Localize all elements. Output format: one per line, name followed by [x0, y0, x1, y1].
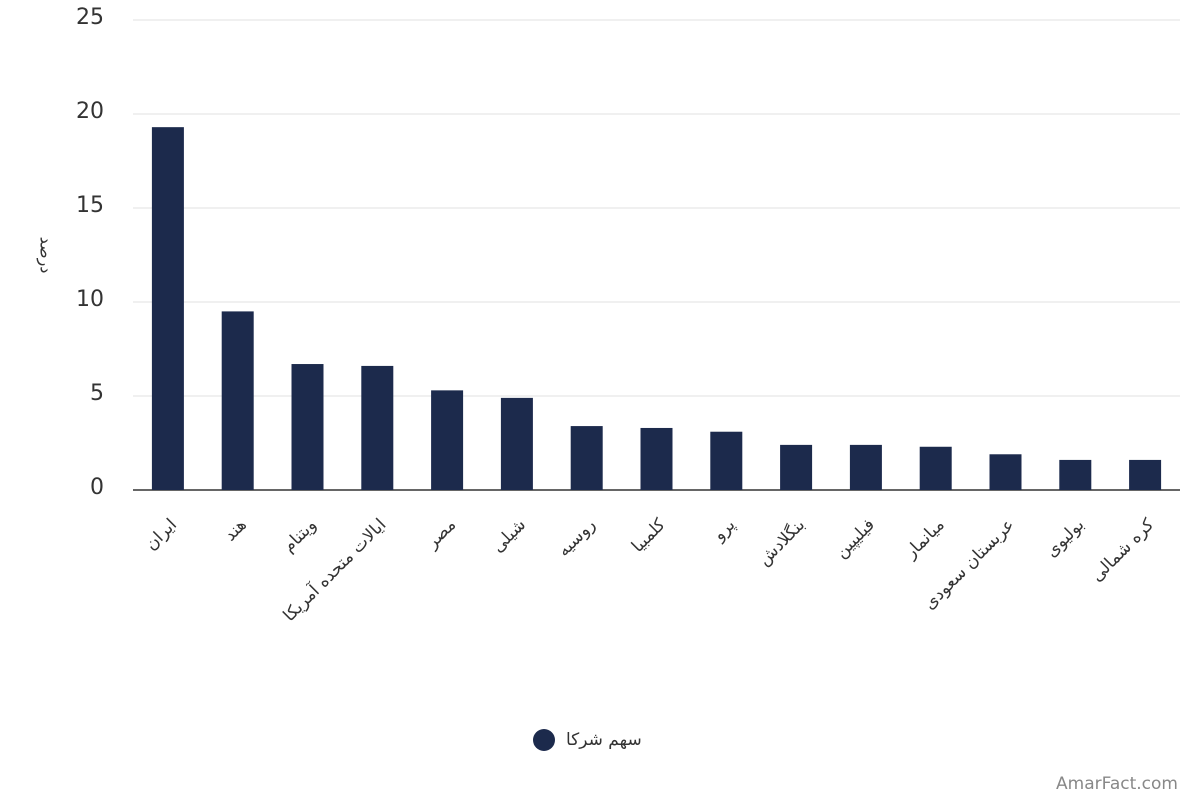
- x-tick-label: بنگلادش: [754, 514, 810, 570]
- legend-label: سهم شرکا: [566, 730, 642, 750]
- y-tick-label: 5: [90, 381, 104, 406]
- x-tick-label: پرو: [709, 515, 740, 546]
- bar: [1129, 459, 1162, 490]
- bar: [849, 444, 882, 490]
- y-tick-label: 10: [76, 287, 104, 312]
- bar: [780, 444, 813, 490]
- x-tick-label: کلمبیا: [628, 514, 670, 556]
- x-tick-label: هند: [220, 515, 250, 545]
- x-tick-label: میانمار: [900, 515, 948, 563]
- bar: [361, 365, 394, 490]
- bar: [291, 364, 324, 490]
- legend-marker: [533, 729, 555, 751]
- y-axis-label: درصد: [36, 237, 56, 274]
- x-tick-label: کره شمالی: [1087, 514, 1159, 586]
- bar: [640, 427, 673, 490]
- bar: [1059, 459, 1092, 490]
- x-tick-label: فیلیپین: [831, 515, 879, 563]
- x-tick-label: ایران: [141, 515, 181, 555]
- watermark: AmarFact.com: [1056, 774, 1178, 794]
- bar: [151, 127, 184, 490]
- x-tick-label: شیلی: [488, 515, 530, 557]
- x-tick-label: روسیه: [554, 515, 600, 561]
- y-tick-label: 15: [76, 193, 104, 218]
- bar: [431, 390, 464, 490]
- y-tick-label: 25: [76, 5, 104, 30]
- bar: [221, 311, 254, 490]
- y-tick-label: 20: [76, 99, 104, 124]
- bar: [570, 426, 603, 490]
- bar: [919, 446, 952, 490]
- bar: [989, 454, 1022, 490]
- x-tick-label: بولیوی: [1042, 515, 1089, 562]
- bar: [710, 431, 743, 490]
- bar: [500, 397, 533, 490]
- x-tick-label: ویتنام: [279, 515, 321, 557]
- y-tick-label: 0: [90, 475, 104, 500]
- x-tick-label: مصر: [422, 515, 460, 553]
